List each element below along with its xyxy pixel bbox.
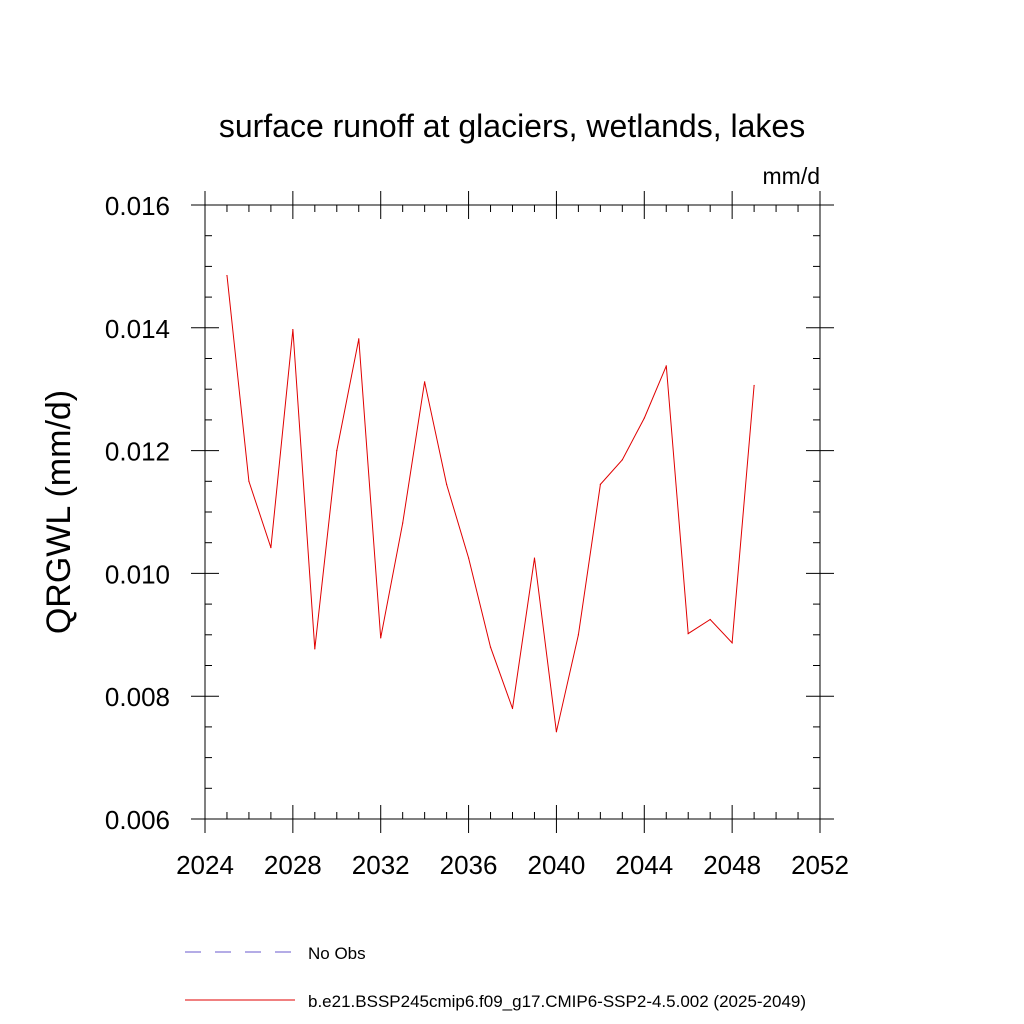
data-point (489, 646, 492, 648)
units-label: mm/d (763, 163, 821, 189)
data-point (248, 480, 250, 482)
data-point (709, 618, 711, 621)
data-point (511, 707, 514, 710)
data-point (336, 450, 338, 452)
data-point (621, 459, 623, 461)
y-tick-label: 0.012 (105, 437, 170, 467)
y-tick-label: 0.006 (105, 805, 170, 835)
legend: No Obs b.e21.BSSP245cmip6.f09_g17.CMIP6-S… (185, 944, 806, 1011)
x-tick-label: 2052 (791, 850, 849, 880)
data-point (555, 731, 558, 733)
x-tick-label: 2024 (176, 850, 234, 880)
plot-frame (204, 204, 821, 820)
y-tick-label: 0.014 (105, 314, 170, 344)
y-tick-label: 0.010 (105, 559, 170, 589)
legend-label: No Obs (308, 944, 366, 963)
y-axis-label: QRGWL (mm/d) (40, 390, 78, 634)
series-line (226, 275, 755, 732)
data-point (380, 637, 382, 639)
tick-labels: 2024 2028 2032 2036 2040 2044 2048 2052 0.006 0.0… (105, 191, 849, 880)
data-point (753, 384, 755, 387)
data-point (424, 381, 426, 383)
data-point (402, 522, 404, 524)
data-point (314, 648, 316, 650)
data-point (577, 634, 579, 636)
data-point (226, 275, 228, 277)
y-tick-label: 0.008 (105, 682, 170, 712)
x-tick-label: 2032 (352, 850, 410, 880)
x-tick-label: 2036 (440, 850, 498, 880)
x-tick-label: 2044 (615, 850, 673, 880)
data-point (270, 547, 272, 549)
data-point (643, 417, 645, 419)
x-tick-label: 2040 (528, 850, 586, 880)
x-tick-label: 2048 (703, 850, 761, 880)
legend-label: b.e21.BSSP245cmip6.f09_g17.CMIP6-SSP2-4.… (308, 992, 806, 1011)
data-point (687, 632, 689, 635)
data-point (665, 365, 667, 367)
data-point (731, 642, 733, 644)
x-tick-label: 2028 (264, 850, 322, 880)
chart-title: surface runoff at glaciers, wetlands, la… (219, 108, 805, 144)
data-point (446, 483, 448, 485)
data-point (467, 557, 470, 559)
data-point (358, 338, 360, 340)
y-tick-label: 0.016 (105, 191, 170, 221)
data-point (599, 483, 601, 485)
axis-ticks (191, 191, 834, 833)
data-point (533, 557, 536, 559)
data-point (292, 329, 294, 331)
series-layer (226, 275, 755, 733)
